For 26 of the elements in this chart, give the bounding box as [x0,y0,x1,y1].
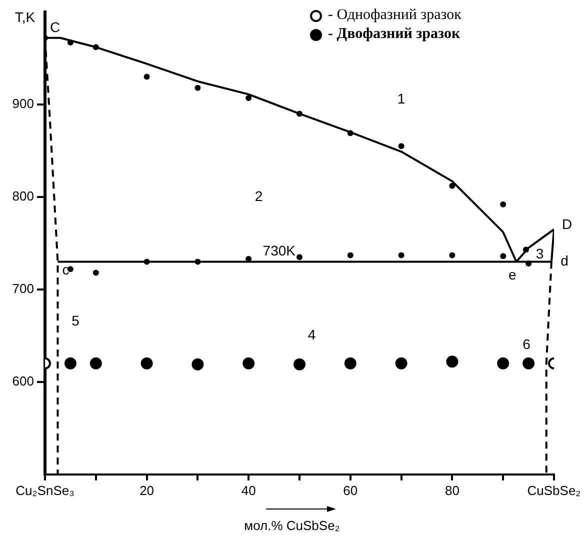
annotation: 3 [536,246,544,262]
x-axis-title: мол.% CuSbSe₂ [243,518,341,533]
x-tick-label: Cu₂SnSe₃ [16,482,74,498]
annotation: C [50,18,60,35]
legend-label: - Однофазний зразок [328,6,462,25]
annotation: 4 [308,326,316,343]
x-tick-label: 40 [241,482,256,498]
annotation: 2 [254,188,263,204]
y-tick-label: 900 [12,96,34,112]
y-tick-label: 600 [12,374,34,388]
annotation: 1 [397,90,406,107]
x-tick-label: 80 [444,482,460,498]
annotation: 730K [262,242,296,259]
annotation: D [562,216,572,232]
annotation: d [560,252,568,269]
annotation: c [62,262,70,278]
y-axis-title: T,K [14,8,36,25]
annotation: 5 [72,312,80,329]
x-tick-label: CuSbSe₂ [527,482,581,498]
x-tick-label: 20 [140,482,154,498]
y-tick-label: 800 [12,188,34,204]
x-tick-label: 60 [343,482,358,498]
annotation: e [508,266,516,283]
y-tick-label: 700 [12,281,34,296]
annotation: 6 [522,336,531,352]
legend-label: - Двофазний зразок [328,25,460,44]
